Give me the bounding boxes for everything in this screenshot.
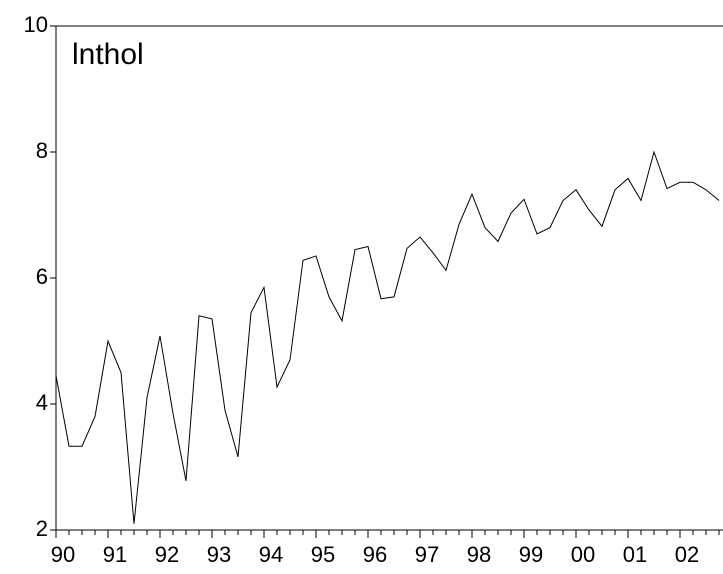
line-series (55, 150, 720, 524)
x-tick-label: 94 (259, 542, 283, 567)
x-tick-label: 90 (51, 542, 75, 567)
x-tick-label: 01 (623, 542, 647, 567)
y-tick-label: 6 (36, 264, 48, 289)
x-tick-label: 95 (311, 542, 335, 567)
y-tick-label: 10 (24, 12, 48, 37)
chart-title: lnthol (72, 38, 144, 71)
x-tick-label: 91 (103, 542, 127, 567)
y-tick-label: 2 (36, 516, 48, 541)
y-tick-label: 8 (36, 138, 48, 163)
x-tick-label: 00 (571, 542, 595, 567)
x-tick-label: 92 (155, 542, 179, 567)
x-tick-label: 98 (467, 542, 491, 567)
x-tick-label: 02 (675, 542, 699, 567)
x-tick-label: 96 (363, 542, 387, 567)
x-tick-label: 97 (415, 542, 439, 567)
x-tick-label: 93 (207, 542, 231, 567)
y-tick-label: 4 (36, 390, 48, 415)
x-tick-label: 99 (519, 542, 543, 567)
